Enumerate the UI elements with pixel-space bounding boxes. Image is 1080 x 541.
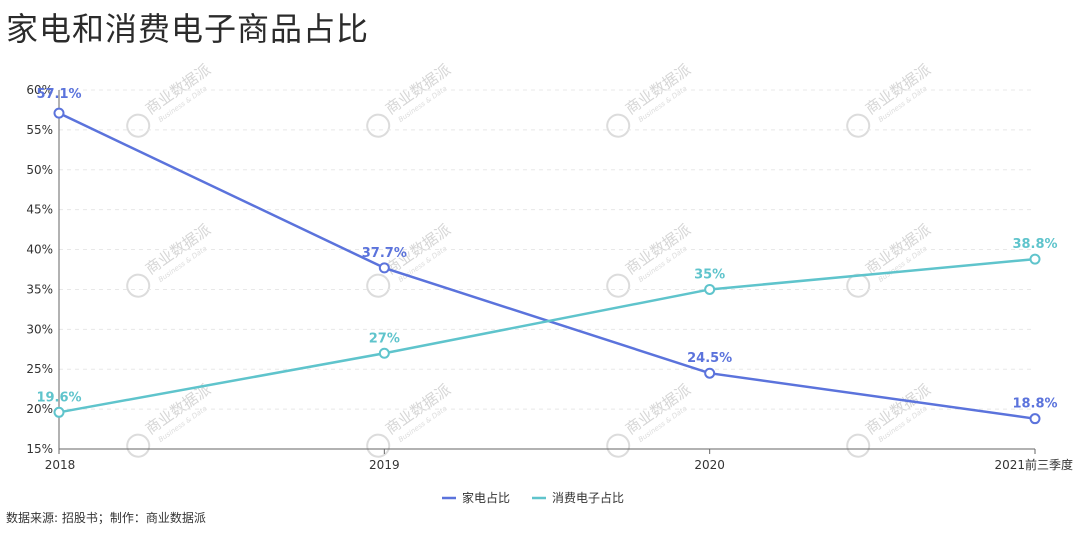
data-point xyxy=(378,262,390,274)
y-tick-label: 40% xyxy=(26,243,53,257)
data-label: 38.8% xyxy=(1012,237,1057,252)
legend: 家电占比 消费电子占比 xyxy=(442,490,624,505)
y-tick-label: 60% xyxy=(26,83,53,97)
watermark-logo xyxy=(366,113,391,138)
y-tick-label: 20% xyxy=(26,402,53,416)
chart-title: 家电和消费电子商品占比 xyxy=(6,10,370,48)
watermark-logo xyxy=(126,273,151,298)
data-label: 27% xyxy=(369,331,400,346)
data-point xyxy=(53,107,65,119)
watermark-logo xyxy=(846,433,871,458)
data-label: 57.1% xyxy=(36,87,81,102)
y-tick-label: 25% xyxy=(26,362,53,376)
watermark-logo xyxy=(606,113,631,138)
y-tick-label: 50% xyxy=(26,163,53,177)
y-tick-label: 35% xyxy=(26,282,53,296)
data-point xyxy=(1029,413,1041,425)
watermark-logo xyxy=(606,433,631,458)
data-point xyxy=(378,347,390,359)
x-tick-label: 2021前三季度 xyxy=(994,457,1073,472)
series-layer xyxy=(53,107,1041,425)
y-tick-label: 15% xyxy=(26,442,53,456)
data-point xyxy=(704,367,716,379)
source-note: 数据来源: 招股书；制作：商业数据派 xyxy=(6,511,206,525)
watermark-logo xyxy=(126,113,151,138)
y-tick-label: 30% xyxy=(26,322,53,336)
watermark-logo xyxy=(126,433,151,458)
data-point xyxy=(1029,253,1041,265)
data-point xyxy=(704,283,716,295)
y-tick-label: 55% xyxy=(26,123,53,137)
legend-label: 家电占比 xyxy=(462,490,510,505)
watermark-logo xyxy=(366,273,391,298)
data-point xyxy=(53,406,65,418)
x-tick-label: 2018 xyxy=(45,458,76,472)
legend-label: 消费电子占比 xyxy=(552,490,624,505)
data-labels: 57.1% 37.7% 24.5% 18.8% 19.6% 27% 35% 38.8% xyxy=(36,87,1057,412)
data-label: 35% xyxy=(694,267,725,282)
x-axis: 2018 2019 2020 2021前三季度 xyxy=(45,448,1073,472)
y-tick-label: 45% xyxy=(26,203,53,217)
data-label: 18.8% xyxy=(1012,397,1057,412)
data-label: 24.5% xyxy=(687,351,732,366)
watermark-logo xyxy=(366,433,391,458)
series-line xyxy=(58,257,1036,414)
data-label: 37.7% xyxy=(362,246,407,261)
data-label: 19.6% xyxy=(36,390,81,405)
x-tick-label: 2019 xyxy=(369,458,400,472)
x-tick-label: 2020 xyxy=(694,458,725,472)
watermark-logo xyxy=(846,113,871,138)
y-axis: 15% 20% 25% 30% 35% 40% 45% 50% 55% 60% xyxy=(26,83,60,456)
watermark-logo xyxy=(606,273,631,298)
